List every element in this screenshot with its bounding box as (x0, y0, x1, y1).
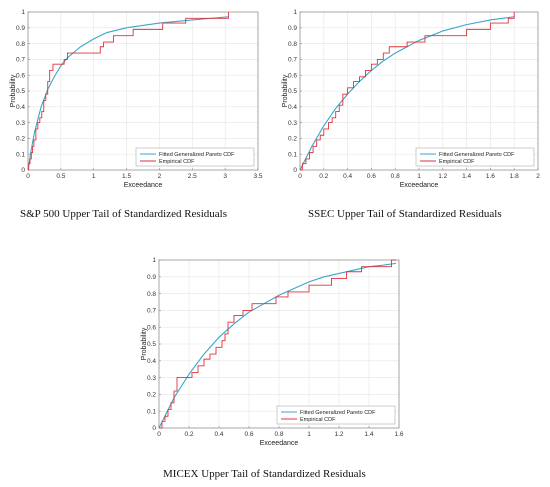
y-tick-label: 0.6 (147, 324, 156, 331)
x-tick-label: 0.6 (367, 173, 376, 180)
y-tick-label: 0 (152, 425, 156, 432)
y-tick-label: 0.3 (147, 375, 156, 382)
y-tick-label: 0.9 (147, 274, 156, 281)
x-axis-label: Exceedance (124, 182, 163, 189)
x-tick-label: 0 (298, 173, 302, 180)
chart-ssec: 0 0.2 0.4 0.6 0.8 1 1.2 1.4 1.6 1.8 2 0 0.1 0.2 0.3 0.4… (282, 4, 550, 200)
legend-label: Fitted Generalized Pareto CDF (439, 152, 515, 158)
empirical-cdf-line (159, 259, 396, 429)
y-tick-label: 0.5 (147, 341, 156, 348)
y-tick-label: 0.4 (288, 104, 297, 111)
y-axis-label: Probability (282, 74, 289, 107)
x-tick-label: 0.8 (274, 431, 283, 438)
x-tick-label: 2 (536, 173, 540, 180)
y-tick-label: 0 (293, 167, 297, 174)
x-tick-label: 0.2 (319, 173, 328, 180)
chart-micex: 0 0.2 0.4 0.6 0.8 1 1.2 1.4 1.6 0 0.1 0.2 0.3 0.4 0.5 0… (139, 252, 407, 448)
chart-svg: 0 0.2 0.4 0.6 0.8 1 1.2 1.4 1.6 1.8 2 0 0.1 0.2 0.3 0.4… (282, 9, 540, 189)
x-tick-label: 1.6 (486, 173, 495, 180)
x-tick-label: 0 (157, 431, 161, 438)
y-tick-label: 0.1 (16, 151, 25, 158)
x-tick-label: 0.8 (391, 173, 400, 180)
fitted-gpd-line (158, 262, 397, 429)
x-tick-label: 1 (307, 431, 311, 438)
x-tick-label: 1.8 (510, 173, 519, 180)
fitted-gpd-line (299, 16, 515, 171)
x-tick-label: 1.5 (122, 173, 131, 180)
legend-label: Fitted Generalized Pareto CDF (159, 152, 235, 158)
y-tick-label: 0.1 (147, 408, 156, 415)
x-tick-label: 2.5 (188, 173, 197, 180)
legend-label: Fitted Generalized Pareto CDF (300, 410, 376, 416)
y-tick-label: 0.2 (16, 136, 25, 143)
y-tick-label: 0.4 (147, 358, 156, 365)
legend-box (276, 405, 396, 425)
y-tick-label: 0.3 (16, 120, 25, 127)
plot-frame (299, 11, 539, 171)
chart-svg: 0 0.5 1 1.5 2 2.5 3 3.5 0 0.1 0.2 0.3 0.4 0.5 0.6 0.7 0.… (10, 9, 263, 189)
y-tick-label: 0 (21, 167, 25, 174)
x-tick-label: 1.2 (334, 431, 343, 438)
legend-box (135, 147, 255, 167)
legend-label: Empirical CDF (300, 417, 336, 423)
y-tick-label: 0.5 (16, 88, 25, 95)
x-tick-label: 0 (26, 173, 30, 180)
y-tick-label: 0.7 (147, 308, 156, 315)
y-tick-label: 0.6 (16, 72, 25, 79)
x-tick-label: 1.4 (364, 431, 373, 438)
y-tick-label: 0.7 (16, 57, 25, 64)
x-tick-label: 1 (92, 173, 96, 180)
legend-label: Empirical CDF (159, 159, 195, 165)
y-tick-label: 0.3 (288, 120, 297, 127)
y-axis-label: Probability (141, 327, 148, 360)
y-tick-label: 0.6 (288, 72, 297, 79)
x-tick-label: 3 (223, 173, 227, 180)
caption-micex: MICEX Upper Tail of Standardized Residua… (163, 468, 366, 480)
y-tick-label: 0.5 (288, 88, 297, 95)
x-axis-label: Exceedance (260, 440, 299, 447)
chart-sp500: 0 0.5 1 1.5 2 2.5 3 3.5 0 0.1 0.2 0.3 0.4 0.5 0.6 0.7 0.… (8, 4, 270, 200)
x-axis-label: Exceedance (400, 182, 439, 189)
x-tick-label: 0.5 (56, 173, 65, 180)
legend-label: Empirical CDF (439, 159, 475, 165)
x-tick-label: 1.2 (438, 173, 447, 180)
x-tick-label: 2 (158, 173, 162, 180)
empirical-cdf-line (300, 12, 515, 171)
y-axis-label: Probability (10, 74, 17, 107)
caption-ssec: SSEC Upper Tail of Standardized Residual… (308, 208, 502, 220)
y-tick-label: 0.9 (16, 25, 25, 32)
x-tick-label: 3.5 (253, 173, 262, 180)
x-tick-label: 1.6 (394, 431, 403, 438)
y-tick-label: 1 (293, 9, 297, 16)
y-tick-label: 0.4 (16, 104, 25, 111)
x-tick-label: 0.6 (244, 431, 253, 438)
empirical-cdf-line (28, 12, 229, 171)
y-tick-label: 0.2 (288, 136, 297, 143)
y-tick-label: 0.9 (288, 25, 297, 32)
y-tick-label: 0.8 (288, 41, 297, 48)
x-tick-label: 0.4 (214, 431, 223, 438)
y-tick-label: 0.7 (288, 57, 297, 64)
y-tick-label: 1 (21, 9, 25, 16)
x-tick-label: 1 (417, 173, 421, 180)
chart-svg: 0 0.2 0.4 0.6 0.8 1 1.2 1.4 1.6 0 0.1 0.2 0.3 0.4 0.5 0… (141, 257, 404, 447)
y-tick-label: 0.2 (147, 392, 156, 399)
x-tick-label: 0.4 (343, 173, 352, 180)
y-tick-label: 1 (152, 257, 156, 264)
legend-box (415, 147, 535, 167)
y-tick-label: 0.8 (16, 41, 25, 48)
plot-frame (158, 259, 400, 429)
x-tick-label: 0.2 (184, 431, 193, 438)
y-tick-label: 0.8 (147, 291, 156, 298)
y-tick-label: 0.1 (288, 151, 297, 158)
caption-sp500: S&P 500 Upper Tail of Standardized Resid… (20, 208, 227, 220)
plot-frame (27, 11, 259, 171)
x-tick-label: 1.4 (462, 173, 471, 180)
